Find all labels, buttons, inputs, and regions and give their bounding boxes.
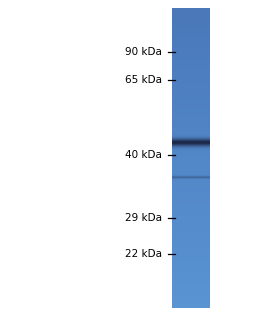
Text: 90 kDa: 90 kDa [125, 47, 162, 57]
Text: 22 kDa: 22 kDa [125, 249, 162, 259]
Text: 29 kDa: 29 kDa [125, 213, 162, 223]
Text: 40 kDa: 40 kDa [125, 150, 162, 160]
Text: 65 kDa: 65 kDa [125, 75, 162, 85]
